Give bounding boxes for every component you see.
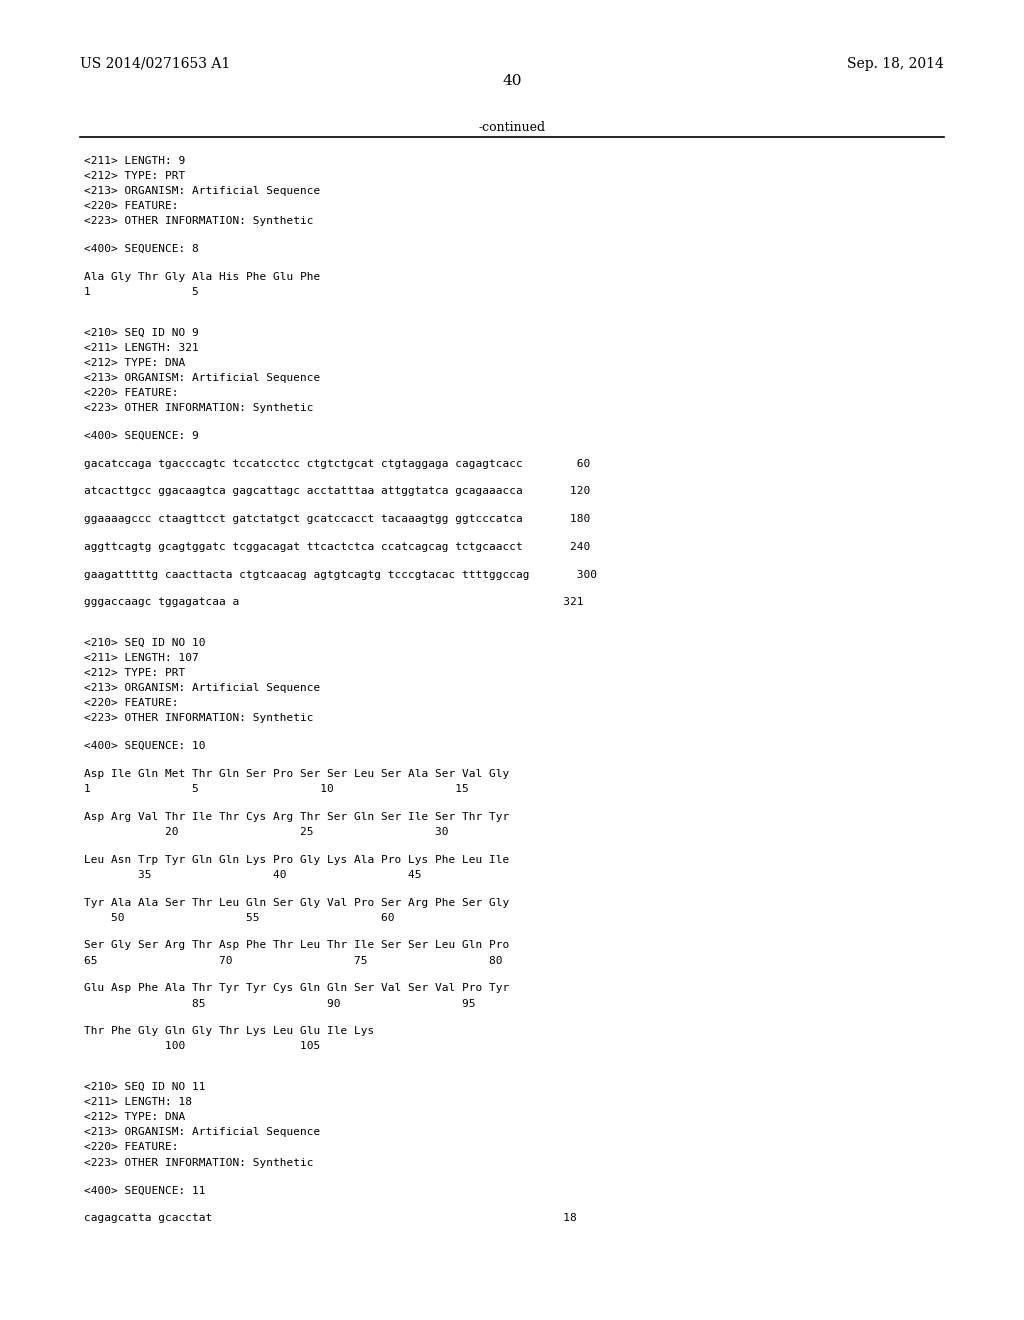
Text: aggttcagtg gcagtggatc tcggacagat ttcactctca ccatcagcag tctgcaacct       240: aggttcagtg gcagtggatc tcggacagat ttcactc… bbox=[84, 541, 590, 552]
Text: <220> FEATURE:: <220> FEATURE: bbox=[84, 388, 178, 399]
Text: <223> OTHER INFORMATION: Synthetic: <223> OTHER INFORMATION: Synthetic bbox=[84, 1158, 313, 1168]
Text: <220> FEATURE:: <220> FEATURE: bbox=[84, 201, 178, 211]
Text: Thr Phe Gly Gln Gly Thr Lys Leu Glu Ile Lys: Thr Phe Gly Gln Gly Thr Lys Leu Glu Ile … bbox=[84, 1026, 374, 1036]
Text: gggaccaagc tggagatcaa a                                                321: gggaccaagc tggagatcaa a 321 bbox=[84, 597, 584, 607]
Text: Tyr Ala Ala Ser Thr Leu Gln Ser Gly Val Pro Ser Arg Phe Ser Gly: Tyr Ala Ala Ser Thr Leu Gln Ser Gly Val … bbox=[84, 898, 509, 908]
Text: <400> SEQUENCE: 9: <400> SEQUENCE: 9 bbox=[84, 430, 199, 441]
Text: 100                 105: 100 105 bbox=[84, 1041, 321, 1052]
Text: <211> LENGTH: 18: <211> LENGTH: 18 bbox=[84, 1097, 191, 1107]
Text: Ala Gly Thr Gly Ala His Phe Glu Phe: Ala Gly Thr Gly Ala His Phe Glu Phe bbox=[84, 272, 321, 282]
Text: <212> TYPE: DNA: <212> TYPE: DNA bbox=[84, 1111, 185, 1122]
Text: <220> FEATURE:: <220> FEATURE: bbox=[84, 1142, 178, 1152]
Text: <223> OTHER INFORMATION: Synthetic: <223> OTHER INFORMATION: Synthetic bbox=[84, 216, 313, 227]
Text: <211> LENGTH: 9: <211> LENGTH: 9 bbox=[84, 156, 185, 166]
Text: <213> ORGANISM: Artificial Sequence: <213> ORGANISM: Artificial Sequence bbox=[84, 372, 321, 383]
Text: 85                  90                  95: 85 90 95 bbox=[84, 998, 475, 1008]
Text: <210> SEQ ID NO 11: <210> SEQ ID NO 11 bbox=[84, 1081, 206, 1092]
Text: <400> SEQUENCE: 10: <400> SEQUENCE: 10 bbox=[84, 741, 206, 751]
Text: 50                  55                  60: 50 55 60 bbox=[84, 912, 394, 923]
Text: <212> TYPE: PRT: <212> TYPE: PRT bbox=[84, 668, 185, 678]
Text: <210> SEQ ID NO 9: <210> SEQ ID NO 9 bbox=[84, 327, 199, 338]
Text: <213> ORGANISM: Artificial Sequence: <213> ORGANISM: Artificial Sequence bbox=[84, 1127, 321, 1138]
Text: 65                  70                  75                  80: 65 70 75 80 bbox=[84, 956, 503, 966]
Text: Glu Asp Phe Ala Thr Tyr Tyr Cys Gln Gln Ser Val Ser Val Pro Tyr: Glu Asp Phe Ala Thr Tyr Tyr Cys Gln Gln … bbox=[84, 983, 509, 994]
Text: <400> SEQUENCE: 11: <400> SEQUENCE: 11 bbox=[84, 1185, 206, 1196]
Text: cagagcatta gcacctat                                                    18: cagagcatta gcacctat 18 bbox=[84, 1213, 577, 1224]
Text: <212> TYPE: DNA: <212> TYPE: DNA bbox=[84, 358, 185, 368]
Text: Sep. 18, 2014: Sep. 18, 2014 bbox=[847, 57, 944, 71]
Text: Ser Gly Ser Arg Thr Asp Phe Thr Leu Thr Ile Ser Ser Leu Gln Pro: Ser Gly Ser Arg Thr Asp Phe Thr Leu Thr … bbox=[84, 940, 509, 950]
Text: 1               5                  10                  15: 1 5 10 15 bbox=[84, 784, 469, 795]
Text: gacatccaga tgacccagtc tccatcctcc ctgtctgcat ctgtaggaga cagagtcacc        60: gacatccaga tgacccagtc tccatcctcc ctgtctg… bbox=[84, 458, 590, 469]
Text: <220> FEATURE:: <220> FEATURE: bbox=[84, 698, 178, 709]
Text: Leu Asn Trp Tyr Gln Gln Lys Pro Gly Lys Ala Pro Lys Phe Leu Ile: Leu Asn Trp Tyr Gln Gln Lys Pro Gly Lys … bbox=[84, 854, 509, 865]
Text: <223> OTHER INFORMATION: Synthetic: <223> OTHER INFORMATION: Synthetic bbox=[84, 713, 313, 723]
Text: gaagatttttg caacttacta ctgtcaacag agtgtcagtg tcccgtacac ttttggccag       300: gaagatttttg caacttacta ctgtcaacag agtgtc… bbox=[84, 569, 597, 579]
Text: <213> ORGANISM: Artificial Sequence: <213> ORGANISM: Artificial Sequence bbox=[84, 186, 321, 197]
Text: US 2014/0271653 A1: US 2014/0271653 A1 bbox=[80, 57, 230, 71]
Text: <212> TYPE: PRT: <212> TYPE: PRT bbox=[84, 170, 185, 181]
Text: Asp Ile Gln Met Thr Gln Ser Pro Ser Ser Leu Ser Ala Ser Val Gly: Asp Ile Gln Met Thr Gln Ser Pro Ser Ser … bbox=[84, 768, 509, 779]
Text: 40: 40 bbox=[502, 74, 522, 88]
Text: <213> ORGANISM: Artificial Sequence: <213> ORGANISM: Artificial Sequence bbox=[84, 682, 321, 693]
Text: -continued: -continued bbox=[478, 121, 546, 135]
Text: 1               5: 1 5 bbox=[84, 286, 199, 297]
Text: 35                  40                  45: 35 40 45 bbox=[84, 870, 422, 880]
Text: <211> LENGTH: 321: <211> LENGTH: 321 bbox=[84, 342, 199, 352]
Text: <210> SEQ ID NO 10: <210> SEQ ID NO 10 bbox=[84, 638, 206, 648]
Text: atcacttgcc ggacaagtca gagcattagc acctatttaa attggtatca gcagaaacca       120: atcacttgcc ggacaagtca gagcattagc acctatt… bbox=[84, 486, 590, 496]
Text: <400> SEQUENCE: 8: <400> SEQUENCE: 8 bbox=[84, 244, 199, 255]
Text: ggaaaagccc ctaagttcct gatctatgct gcatccacct tacaaagtgg ggtcccatca       180: ggaaaagccc ctaagttcct gatctatgct gcatcca… bbox=[84, 513, 590, 524]
Text: <211> LENGTH: 107: <211> LENGTH: 107 bbox=[84, 652, 199, 663]
Text: 20                  25                  30: 20 25 30 bbox=[84, 826, 449, 837]
Text: <223> OTHER INFORMATION: Synthetic: <223> OTHER INFORMATION: Synthetic bbox=[84, 403, 313, 413]
Text: Asp Arg Val Thr Ile Thr Cys Arg Thr Ser Gln Ser Ile Ser Thr Tyr: Asp Arg Val Thr Ile Thr Cys Arg Thr Ser … bbox=[84, 812, 509, 822]
